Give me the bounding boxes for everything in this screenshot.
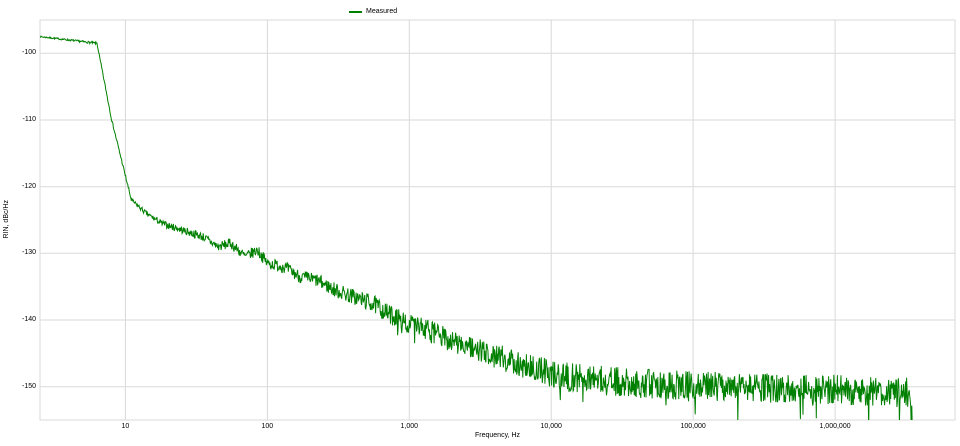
x-tick-label: 10 bbox=[121, 423, 130, 430]
y-tick-label: -150 bbox=[21, 382, 36, 390]
plot-border bbox=[39, 19, 956, 421]
x-axis-title: Frequency, Hz bbox=[475, 432, 520, 439]
y-tick-label: -100 bbox=[21, 49, 36, 57]
y-tick-label: -130 bbox=[21, 249, 36, 257]
y-tick-label: -120 bbox=[21, 182, 36, 190]
y-tick-label: -140 bbox=[21, 316, 36, 323]
series-measured bbox=[40, 35, 913, 420]
y-tick-label: -110 bbox=[22, 116, 37, 123]
legend-line-swatch bbox=[349, 10, 362, 13]
x-tick-label: 100,000 bbox=[680, 423, 706, 430]
x-tick-label: 10,000 bbox=[540, 423, 562, 430]
legend: Measured bbox=[349, 8, 397, 15]
x-tick-label: 100 bbox=[261, 423, 274, 430]
x-tick-label: 1,000 bbox=[400, 423, 419, 430]
y-axis-title: RIN, dBc/Hz bbox=[3, 200, 10, 239]
legend-label: Measured bbox=[366, 8, 398, 15]
x-tick-label: 1,000,000 bbox=[819, 423, 851, 430]
